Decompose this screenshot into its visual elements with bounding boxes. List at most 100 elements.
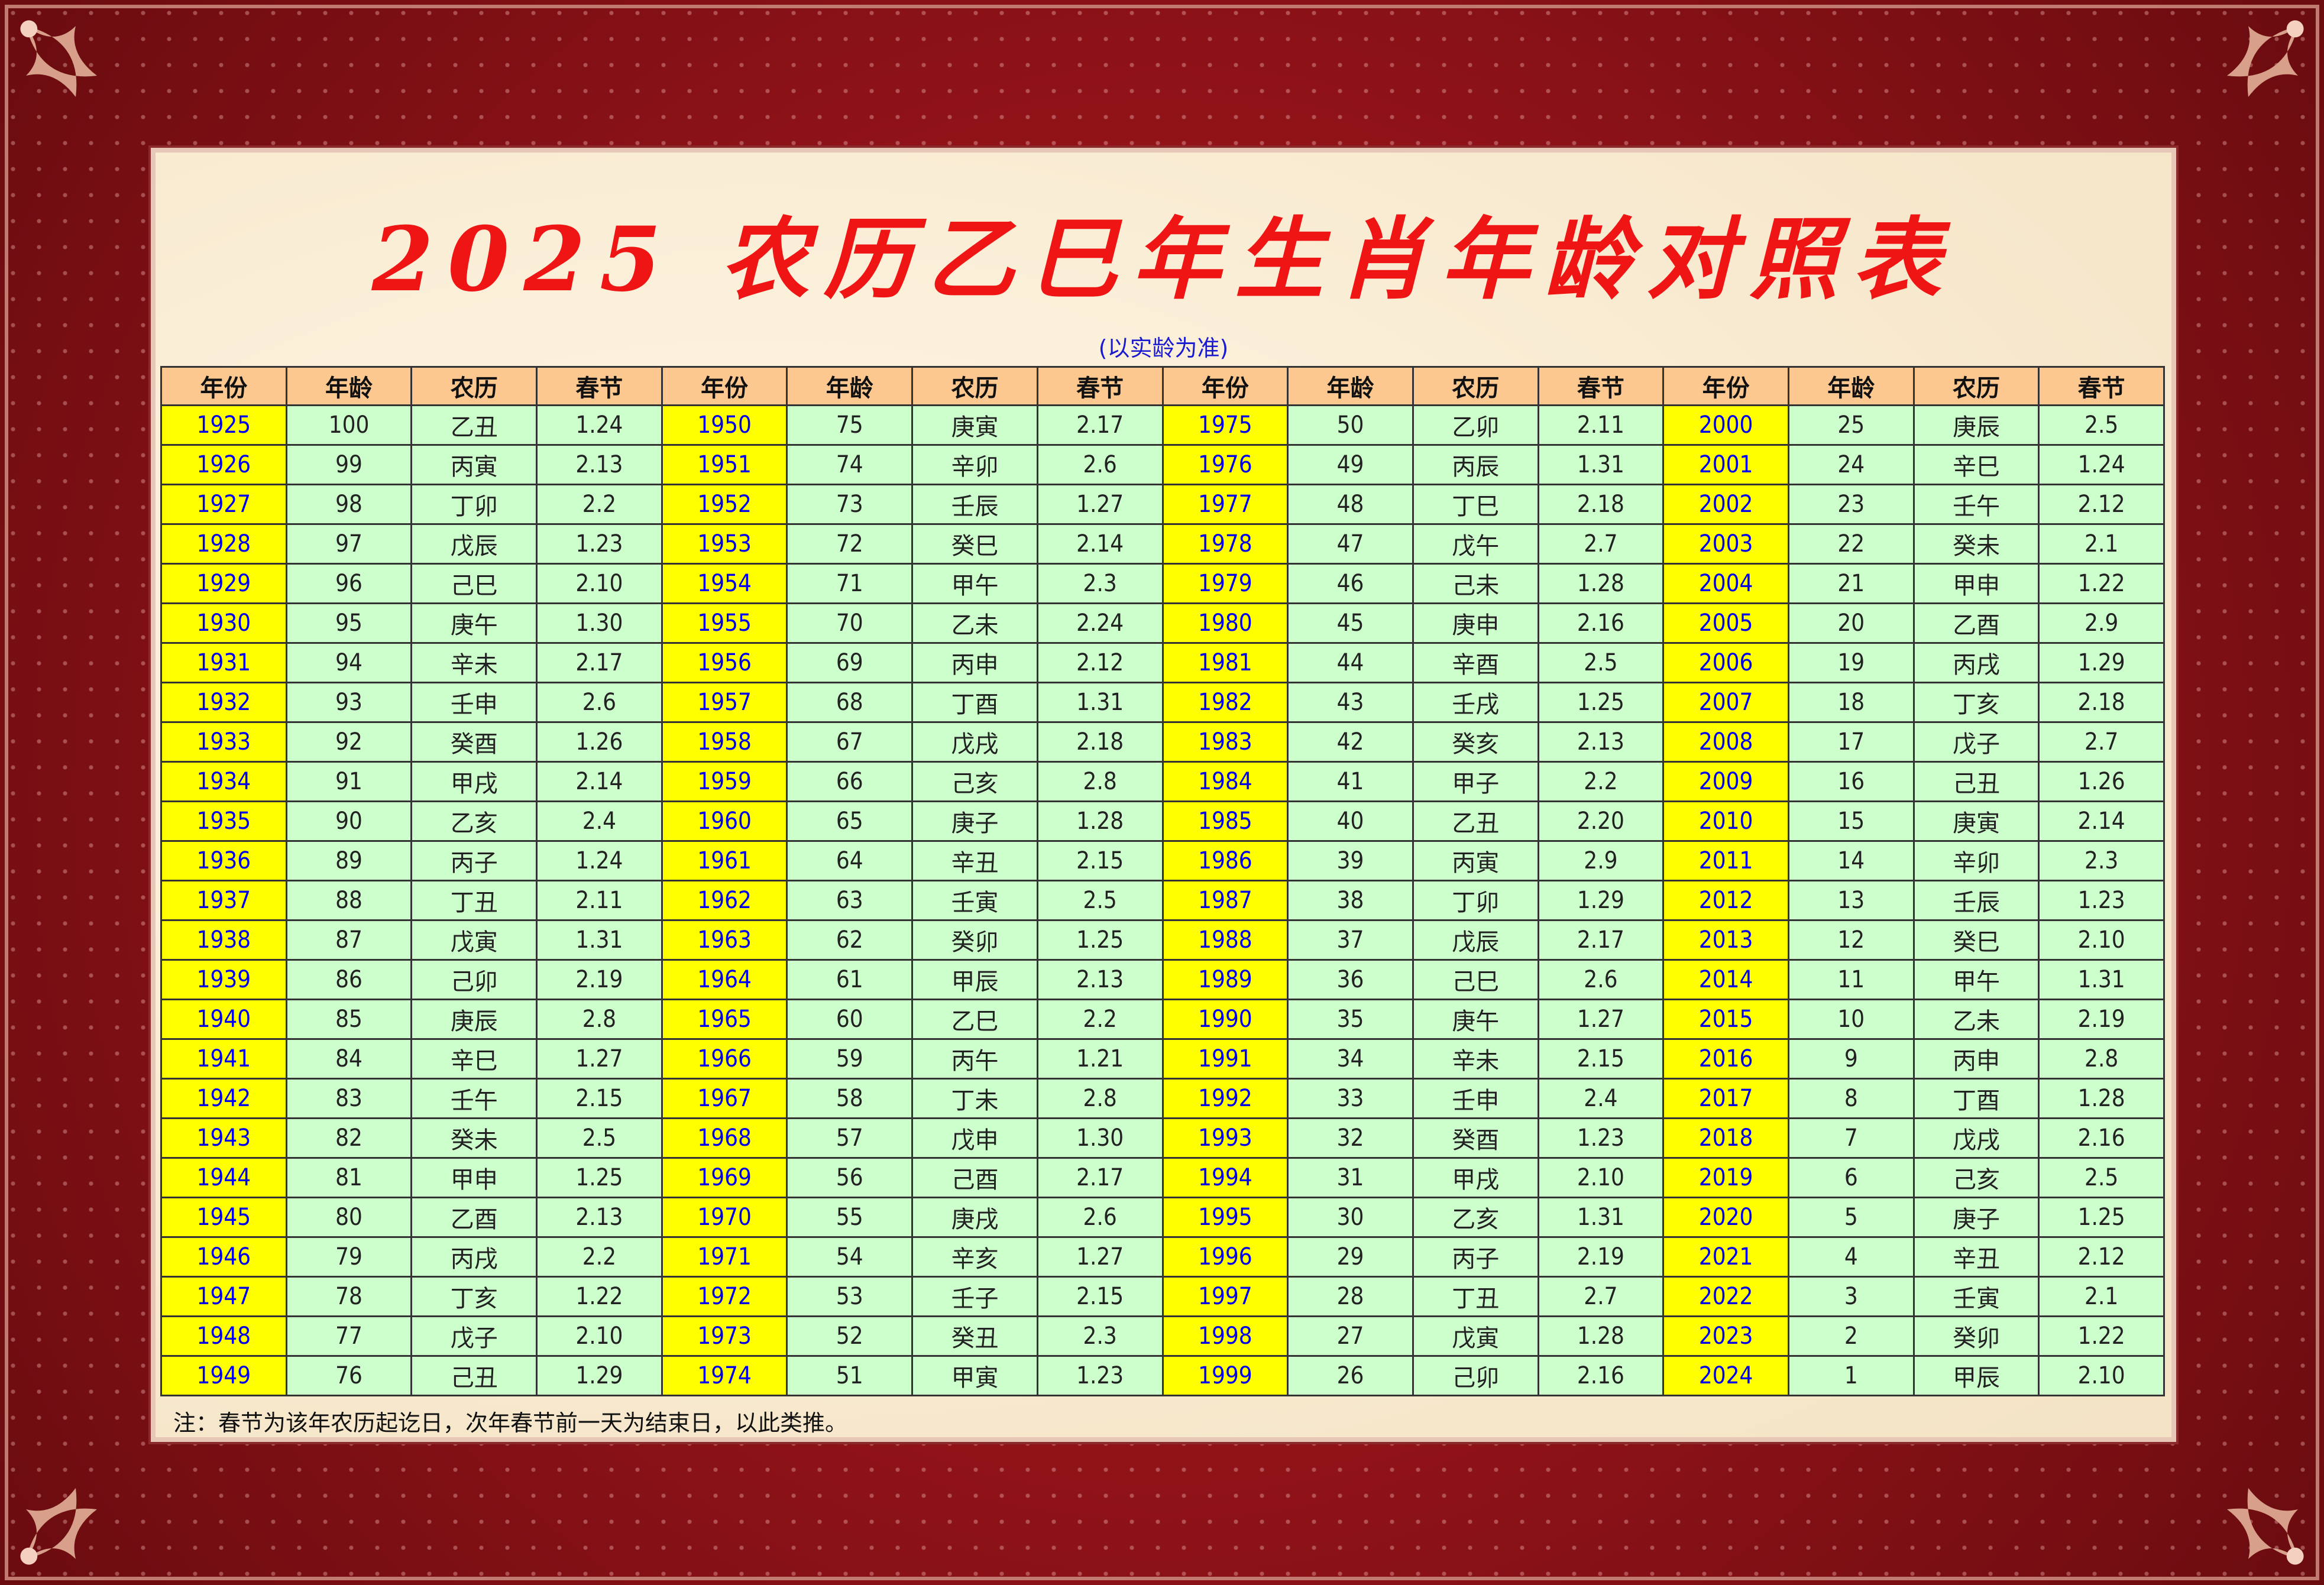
- cell-year: 2007: [1662, 682, 1789, 723]
- table-row: 1944 81 甲申 1.25 1969 56 己酉 2.17 1994 31 甲戌 2.10 2019…: [160, 1157, 2165, 1198]
- cell-age: 50: [1287, 404, 1414, 446]
- cell-spring-festival: 1.23: [1537, 1117, 1665, 1159]
- cell-year: 1972: [661, 1276, 788, 1317]
- cell-age: 96: [285, 563, 413, 604]
- cell-spring-festival: 1.27: [536, 1038, 663, 1080]
- cell-age: 28: [1287, 1276, 1414, 1317]
- cell-year: 1940: [160, 999, 287, 1040]
- cell-age: 33: [1287, 1078, 1414, 1119]
- cell-ganzhi: 乙未: [1912, 999, 2040, 1040]
- cell-age: 21: [1787, 563, 1915, 604]
- cell-ganzhi: 癸巳: [911, 523, 1038, 565]
- cell-year: 2022: [1662, 1276, 1789, 1317]
- cell-year: 2024: [1662, 1355, 1789, 1396]
- cell-age: 34: [1287, 1038, 1414, 1080]
- cell-age: 42: [1287, 721, 1414, 763]
- cell-ganzhi: 丙寅: [410, 444, 538, 485]
- cell-ganzhi: 戊寅: [410, 919, 538, 961]
- table-row: 1941 84 辛巳 1.27 1966 59 丙午 1.21 1991 34 辛未 2.15 2016…: [160, 1038, 2165, 1080]
- cell-age: 26: [1287, 1355, 1414, 1396]
- cell-age: 91: [285, 761, 413, 802]
- cell-ganzhi: 己卯: [1412, 1355, 1539, 1396]
- cell-ganzhi: 壬辰: [1912, 880, 2040, 921]
- cell-year: 1947: [160, 1276, 287, 1317]
- cell-ganzhi: 庚子: [911, 800, 1038, 842]
- cell-ganzhi: 己亥: [1912, 1157, 2040, 1198]
- cell-age: 69: [786, 642, 914, 683]
- table-row: 1931 94 辛未 2.17 1956 69 丙申 2.12 1981 44 辛酉 2.5 2006 1…: [160, 642, 2165, 683]
- cell-ganzhi: 己丑: [410, 1355, 538, 1396]
- cell-spring-festival: 2.15: [1036, 1276, 1164, 1317]
- cell-ganzhi: 庚寅: [911, 404, 1038, 446]
- cell-spring-festival: 1.23: [2038, 880, 2165, 921]
- cell-age: 88: [285, 880, 413, 921]
- cell-age: 76: [285, 1355, 413, 1396]
- cell-ganzhi: 辛丑: [1912, 1236, 2040, 1278]
- cell-ganzhi: 癸巳: [1912, 919, 2040, 961]
- cell-spring-festival: 2.12: [2038, 1236, 2165, 1278]
- cell-spring-festival: 2.9: [2038, 602, 2165, 644]
- cell-age: 97: [285, 523, 413, 565]
- cell-year: 2018: [1662, 1117, 1789, 1159]
- column-header-age: 年龄: [1287, 366, 1414, 406]
- table-row: 1927 98 丁卯 2.2 1952 73 壬辰 1.27 1977 48 丁巳 2.18 2002 2…: [160, 484, 2165, 525]
- cell-age: 63: [786, 880, 914, 921]
- cell-spring-festival: 2.8: [1036, 761, 1164, 802]
- cell-year: 1980: [1161, 602, 1289, 644]
- cell-year: 1968: [661, 1117, 788, 1159]
- cell-spring-festival: 2.18: [1036, 721, 1164, 763]
- cell-ganzhi: 壬寅: [911, 880, 1038, 921]
- cell-year: 1991: [1161, 1038, 1289, 1080]
- cell-spring-festival: 2.8: [536, 999, 663, 1040]
- cell-age: 37: [1287, 919, 1414, 961]
- cell-age: 40: [1287, 800, 1414, 842]
- cell-ganzhi: 甲子: [1412, 761, 1539, 802]
- cell-spring-festival: 2.7: [2038, 721, 2165, 763]
- cell-spring-festival: 2.5: [2038, 1157, 2165, 1198]
- footnote: 注：春节为该年农历起讫日，次年春节前一天为结束日，以此类推。: [173, 1410, 848, 1436]
- cell-spring-festival: 2.8: [1036, 1078, 1164, 1119]
- cell-spring-festival: 2.8: [2038, 1038, 2165, 1080]
- cell-spring-festival: 2.10: [536, 563, 663, 604]
- cell-spring-festival: 1.27: [1036, 484, 1164, 525]
- cell-ganzhi: 丙子: [1412, 1236, 1539, 1278]
- cell-year: 2004: [1662, 563, 1789, 604]
- cell-year: 1978: [1161, 523, 1289, 565]
- cell-spring-festival: 1.26: [2038, 761, 2165, 802]
- cell-spring-festival: 2.17: [1537, 919, 1665, 961]
- cell-year: 1929: [160, 563, 287, 604]
- cell-year: 1948: [160, 1315, 287, 1357]
- cell-year: 1952: [661, 484, 788, 525]
- cell-year: 1988: [1161, 919, 1289, 961]
- cell-age: 71: [786, 563, 914, 604]
- cell-age: 54: [786, 1236, 914, 1278]
- cell-ganzhi: 乙亥: [410, 800, 538, 842]
- cell-year: 2017: [1662, 1078, 1789, 1119]
- cell-age: 84: [285, 1038, 413, 1080]
- cell-age: 2: [1787, 1315, 1915, 1357]
- cell-ganzhi: 辛未: [410, 642, 538, 683]
- cell-year: 1931: [160, 642, 287, 683]
- cell-year: 2009: [1662, 761, 1789, 802]
- cell-age: 31: [1287, 1157, 1414, 1198]
- cell-spring-festival: 2.13: [1036, 959, 1164, 1000]
- cell-ganzhi: 丁亥: [1912, 682, 2040, 723]
- cell-ganzhi: 辛亥: [911, 1236, 1038, 1278]
- cell-ganzhi: 丁卯: [410, 484, 538, 525]
- cell-ganzhi: 丁丑: [1412, 1276, 1539, 1317]
- cell-spring-festival: 2.12: [2038, 484, 2165, 525]
- cell-ganzhi: 癸未: [1912, 523, 2040, 565]
- cell-year: 1928: [160, 523, 287, 565]
- cell-year: 1938: [160, 919, 287, 961]
- cell-spring-festival: 2.16: [1537, 1355, 1665, 1396]
- cell-ganzhi: 丙辰: [1412, 444, 1539, 485]
- table-row: 1932 93 壬申 2.6 1957 68 丁酉 1.31 1982 43 壬戌 1.25 2007 1…: [160, 682, 2165, 723]
- cell-ganzhi: 庚寅: [1912, 800, 2040, 842]
- cell-ganzhi: 戊子: [1912, 721, 2040, 763]
- cell-spring-festival: 2.13: [536, 444, 663, 485]
- column-header-ganzhi: 农历: [1912, 366, 2040, 406]
- cell-spring-festival: 1.28: [1537, 1315, 1665, 1357]
- cell-age: 79: [285, 1236, 413, 1278]
- column-header-spring-festival: 春节: [2038, 366, 2165, 406]
- cell-spring-festival: 2.6: [1036, 1197, 1164, 1238]
